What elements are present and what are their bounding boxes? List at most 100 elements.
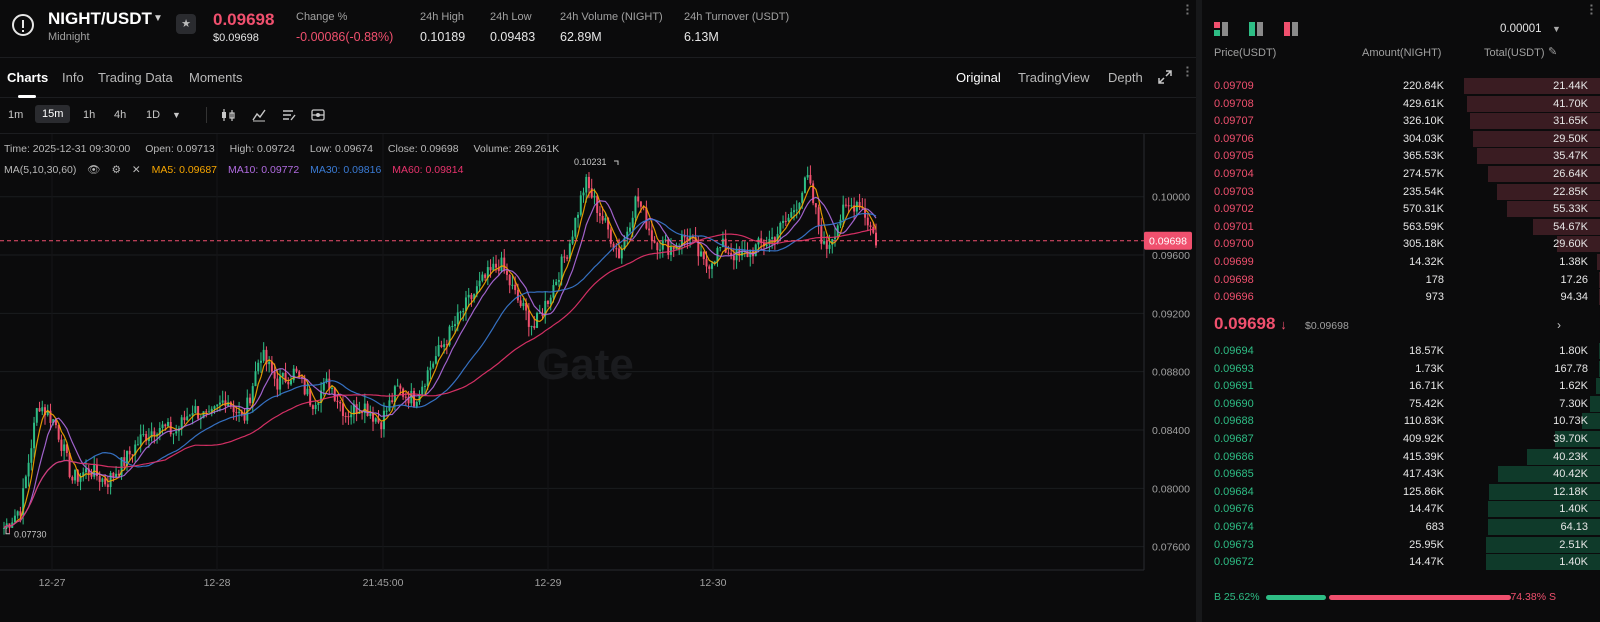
bid-row[interactable]: 0.09688 110.83K 10.73K (1202, 412, 1600, 430)
candle-body (579, 195, 582, 215)
stat-24h-high: 24h High 0.10189 (420, 11, 465, 44)
chevron-right-icon[interactable]: › (1557, 318, 1561, 332)
book-bids-icon[interactable] (1249, 22, 1263, 36)
buy-sell-ratio: B 25.62% 74.38% S (1202, 586, 1600, 606)
bid-row[interactable]: 0.09674 683 64.13 (1202, 518, 1600, 536)
candle-body (459, 311, 462, 313)
row-price: 0.09672 (1214, 556, 1254, 569)
row-price: 0.09708 (1214, 97, 1254, 110)
candle-body (746, 250, 749, 257)
ask-row[interactable]: 0.09706 304.03K 29.50K (1202, 130, 1600, 148)
more-vertical-icon[interactable]: ▪ ▪ ▪ (1186, 63, 1189, 80)
chevron-down-icon[interactable]: ▼ (1552, 24, 1561, 34)
bid-row[interactable]: 0.09684 125.86K 12.18K (1202, 483, 1600, 501)
more-vertical-icon[interactable]: ▪ ▪ ▪ (1186, 1, 1189, 18)
bid-row[interactable]: 0.09685 417.43K 40.42K (1202, 465, 1600, 483)
bid-row[interactable]: 0.09672 14.47K 1.40K (1202, 553, 1600, 571)
ask-row[interactable]: 0.09702 570.31K 55.33K (1202, 200, 1600, 218)
ask-row[interactable]: 0.09709 220.84K 21.44K (1202, 77, 1600, 95)
timeframe-1h[interactable]: 1h (83, 109, 96, 121)
candle-body (57, 425, 60, 440)
row-total: 94.34 (1560, 291, 1588, 304)
expand-icon[interactable] (1158, 70, 1172, 84)
candle-body (262, 349, 265, 361)
precision-select[interactable]: 0.00001 (1500, 23, 1542, 35)
bid-row[interactable]: 0.09686 415.39K 40.23K (1202, 448, 1600, 466)
bid-row[interactable]: 0.09691 16.71K 1.62K (1202, 377, 1600, 395)
price-chart[interactable]: 0.10000 0.09600 0.09200 0.08800 0.08400 0.080… (0, 134, 1196, 622)
candle-body (620, 249, 623, 259)
candle-body (582, 192, 585, 196)
candle-type-icon[interactable] (220, 107, 236, 123)
row-price: 0.09691 (1214, 380, 1254, 393)
low-marker-hook (5, 527, 10, 535)
chevron-down-icon[interactable]: ▼ (153, 13, 163, 24)
candle-body (311, 405, 314, 410)
timeframe-15m[interactable]: 15m (35, 105, 71, 123)
row-amount: 14.47K (1409, 556, 1444, 569)
bid-row[interactable]: 0.09694 18.57K 1.80K (1202, 342, 1600, 360)
ma5-line (3, 185, 877, 529)
tab-info[interactable]: Info (62, 70, 84, 85)
indicators-icon[interactable] (251, 107, 267, 123)
book-both-icon[interactable] (1214, 22, 1228, 36)
row-price: 0.09698 (1214, 273, 1254, 286)
ask-row[interactable]: 0.09708 429.61K 41.70K (1202, 95, 1600, 113)
view-tradingview[interactable]: TradingView (1018, 70, 1090, 85)
bid-row[interactable]: 0.09690 75.42K 7.30K (1202, 395, 1600, 413)
info-icon[interactable] (12, 14, 34, 36)
candlestick-chart[interactable]: 0.10000 0.09600 0.09200 0.08800 0.08400 0.080… (0, 134, 1196, 622)
bid-row[interactable]: 0.09687 409.92K 39.70K (1202, 430, 1600, 448)
candle-body (650, 230, 653, 241)
ask-row[interactable]: 0.09701 563.59K 54.67K (1202, 218, 1600, 236)
row-price: 0.09676 (1214, 503, 1254, 516)
candle-body (172, 433, 175, 435)
close-icon[interactable]: ✕ (131, 164, 141, 176)
ask-row[interactable]: 0.09703 235.54K 22.85K (1202, 183, 1600, 201)
y-tick-label: 0.07600 (1152, 542, 1190, 554)
candle-body (347, 415, 350, 418)
timeframe-1m[interactable]: 1m (8, 109, 24, 121)
bid-row[interactable]: 0.09676 14.47K 1.40K (1202, 500, 1600, 518)
candle-body (251, 386, 254, 404)
row-total: 40.42K (1553, 468, 1588, 481)
tab-moments[interactable]: Moments (189, 70, 243, 85)
drawing-tools-icon[interactable] (281, 107, 297, 123)
eye-icon[interactable]: 👁 (87, 164, 101, 176)
candle-body (191, 413, 194, 416)
ask-row[interactable]: 0.09705 365.53K 35.47K (1202, 147, 1600, 165)
candle-body (98, 476, 101, 482)
mid-price-row[interactable]: 0.09698 ↓ $0.09698 › (1202, 308, 1600, 344)
pair-symbol[interactable]: NIGHT/USDT (48, 9, 152, 28)
bid-row[interactable]: 0.09693 1.73K 167.78 (1202, 360, 1600, 378)
book-asks-icon[interactable] (1284, 22, 1298, 36)
candle-body (656, 242, 659, 251)
tab-trading-data[interactable]: Trading Data (98, 70, 173, 85)
ask-row[interactable]: 0.09700 305.18K 29.60K (1202, 235, 1600, 253)
high-marker-hook (614, 160, 619, 166)
ask-row[interactable]: 0.09698 178 17.26 (1202, 271, 1600, 289)
chart-settings-icon[interactable] (310, 107, 326, 123)
ask-row[interactable]: 0.09704 274.57K 26.64K (1202, 165, 1600, 183)
ask-row[interactable]: 0.09707 326.10K 31.65K (1202, 112, 1600, 130)
panel-divider[interactable] (1196, 0, 1202, 622)
more-vertical-icon[interactable]: ▪ ▪ ▪ (1590, 1, 1593, 18)
candle-body (101, 478, 104, 482)
timeframe-4h[interactable]: 4h (114, 109, 127, 121)
column-settings-icon[interactable]: ✎ (1548, 46, 1558, 58)
settings-icon[interactable]: ⚙ (111, 164, 121, 176)
timeframe-1d[interactable]: 1D (146, 109, 161, 121)
candle-body (864, 208, 867, 218)
favorite-star-icon[interactable]: ★ (176, 14, 196, 34)
candle-body (158, 427, 161, 435)
ask-row[interactable]: 0.09696 973 94.34 (1202, 288, 1600, 306)
view-depth[interactable]: Depth (1108, 70, 1143, 85)
candle-body (525, 303, 528, 311)
candle-body (571, 236, 574, 244)
timeframe-dropdown-icon[interactable]: ▼ (172, 110, 181, 120)
candle-body (686, 237, 689, 240)
ask-row[interactable]: 0.09699 14.32K 1.38K (1202, 253, 1600, 271)
tab-charts[interactable]: Charts (7, 70, 49, 85)
bid-row[interactable]: 0.09673 25.95K 2.51K (1202, 536, 1600, 554)
view-original[interactable]: Original (956, 70, 1001, 85)
